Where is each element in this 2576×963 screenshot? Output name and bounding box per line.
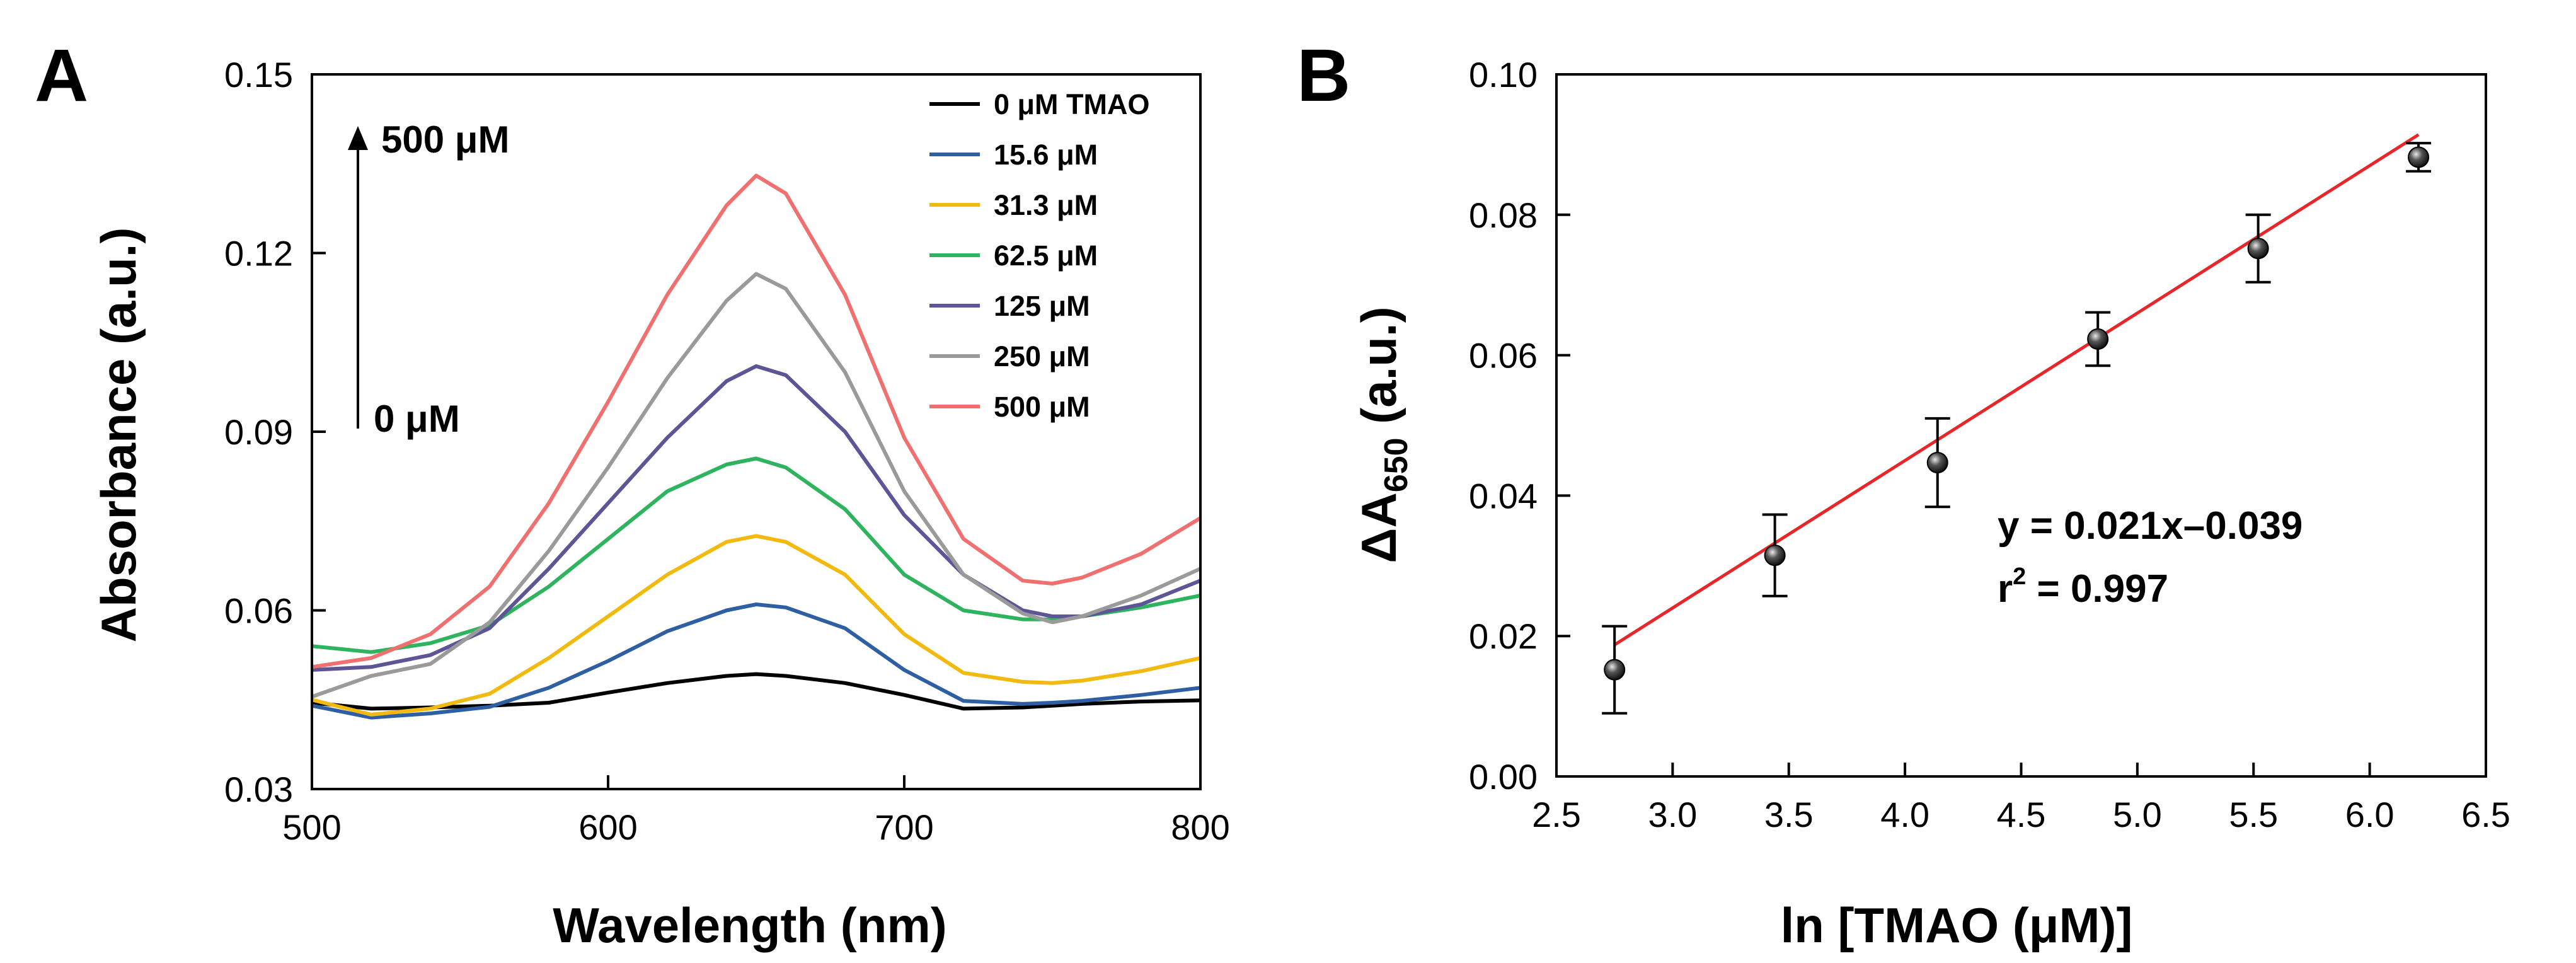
series-line-4 bbox=[311, 364, 1202, 672]
a-y-tick-label: 0.09 bbox=[224, 412, 293, 452]
b-y-tick-label: 0.08 bbox=[1469, 195, 1538, 235]
b-ylabel-main: ΔA bbox=[1351, 492, 1406, 563]
b-x-tick-label: 6.5 bbox=[2461, 795, 2510, 834]
b-x-tick-label: 5.5 bbox=[2229, 795, 2278, 834]
b-x-tick-label: 6.0 bbox=[2345, 795, 2395, 834]
panel-a-legend: 0 μM TMAO 15.6 μM 31.3 μM 62.5 μM 125 μM 250 … bbox=[929, 88, 1150, 423]
a-y-tick-label: 0.12 bbox=[224, 234, 293, 274]
a-x-tick-label: 600 bbox=[578, 807, 637, 847]
data-point-0 bbox=[1604, 659, 1626, 681]
panel-b-fit-line-group bbox=[1613, 133, 2420, 647]
concentration-arrow-head bbox=[348, 126, 368, 150]
b-x-tick-label: 2.5 bbox=[1532, 795, 1581, 834]
fit-r-squared: r2 = 0.997 bbox=[1998, 563, 2168, 611]
series-line-0 bbox=[311, 672, 1201, 711]
fit-line bbox=[1613, 133, 2420, 647]
panel-b-y-axis-title: ΔA650 (a.u.) bbox=[1351, 306, 1415, 563]
b-x-tick-label: 3.5 bbox=[1764, 795, 1814, 834]
a-y-tick-label: 0.06 bbox=[224, 591, 293, 631]
data-point-1 bbox=[1764, 545, 1786, 567]
data-point-5 bbox=[2408, 146, 2430, 168]
legend-label-3: 62.5 μM bbox=[994, 239, 1098, 272]
a-x-tick-label: 800 bbox=[1171, 807, 1229, 847]
a-y-tick-label: 0.03 bbox=[224, 770, 293, 809]
data-point-4 bbox=[2247, 238, 2269, 260]
b-x-tick-label: 4.0 bbox=[1880, 795, 1929, 834]
a-y-tick-label: 0.15 bbox=[224, 55, 293, 95]
b-y-tick-label: 0.02 bbox=[1469, 616, 1538, 656]
panel-a-letter: A bbox=[35, 34, 88, 117]
legend-label-2: 31.3 μM bbox=[994, 189, 1098, 221]
data-point-3 bbox=[2087, 328, 2109, 350]
r2-suffix: = 0.997 bbox=[2026, 567, 2168, 611]
b-y-tick-label: 0.00 bbox=[1469, 757, 1538, 797]
series-line-2 bbox=[311, 534, 1201, 717]
arrow-bottom-label: 0 μM bbox=[374, 398, 460, 440]
series-line-6 bbox=[311, 173, 1202, 669]
panel-b: B 2.5 3.0 3.5 4.0 4.5 5.0 5.5 6.0 6.5 0.00 0.02 0.0… bbox=[1297, 34, 2510, 953]
b-y-tick-label: 0.10 bbox=[1469, 55, 1538, 95]
b-y-tick-label: 0.04 bbox=[1469, 476, 1538, 516]
legend-label-6: 500 μM bbox=[994, 391, 1090, 423]
a-x-tick-label: 700 bbox=[875, 807, 933, 847]
b-y-tick-label: 0.06 bbox=[1469, 336, 1538, 376]
legend-label-4: 125 μM bbox=[994, 290, 1090, 322]
legend-label-1: 15.6 μM bbox=[994, 139, 1098, 171]
panel-b-letter: B bbox=[1297, 34, 1350, 117]
panel-b-ticks: 2.5 3.0 3.5 4.0 4.5 5.0 5.5 6.0 6.5 0.00 0.02 0.04 0… bbox=[1469, 55, 2510, 834]
legend-label-0: 0 μM TMAO bbox=[994, 88, 1150, 120]
series-line-1 bbox=[311, 603, 1201, 720]
r2-prefix: r bbox=[1998, 567, 2013, 611]
fit-equation: y = 0.021x–0.039 bbox=[1998, 504, 2303, 548]
panel-b-data-points bbox=[1602, 142, 2432, 715]
panel-a-y-axis-title: Absorbance (a.u.) bbox=[91, 228, 146, 643]
b-x-tick-label: 4.5 bbox=[1997, 795, 2046, 834]
b-x-tick-label: 5.0 bbox=[2113, 795, 2162, 834]
data-point-2 bbox=[1926, 452, 1948, 474]
r2-sup: 2 bbox=[2013, 563, 2026, 590]
panel-b-x-axis-title: ln [TMAO (μM)] bbox=[1781, 897, 2133, 953]
panel-a-ticks: 500 600 700 800 0.03 0.06 0.09 0.12 0.15 bbox=[224, 55, 1230, 847]
b-ylabel-sub: 650 bbox=[1378, 437, 1415, 492]
b-ylabel-tail: (a.u.) bbox=[1351, 306, 1406, 437]
a-x-tick-label: 500 bbox=[282, 807, 341, 847]
b-x-tick-label: 3.0 bbox=[1648, 795, 1697, 834]
panel-a: A 500 600 700 800 0.03 0.06 0.09 0.12 0.15 Wavel… bbox=[35, 34, 1230, 953]
panel-a-x-axis-title: Wavelength (nm) bbox=[553, 897, 946, 953]
series-line-5 bbox=[311, 272, 1202, 699]
arrow-top-label: 500 μM bbox=[381, 118, 509, 161]
panel-a-series-lines bbox=[311, 173, 1202, 720]
legend-label-5: 250 μM bbox=[994, 340, 1090, 372]
